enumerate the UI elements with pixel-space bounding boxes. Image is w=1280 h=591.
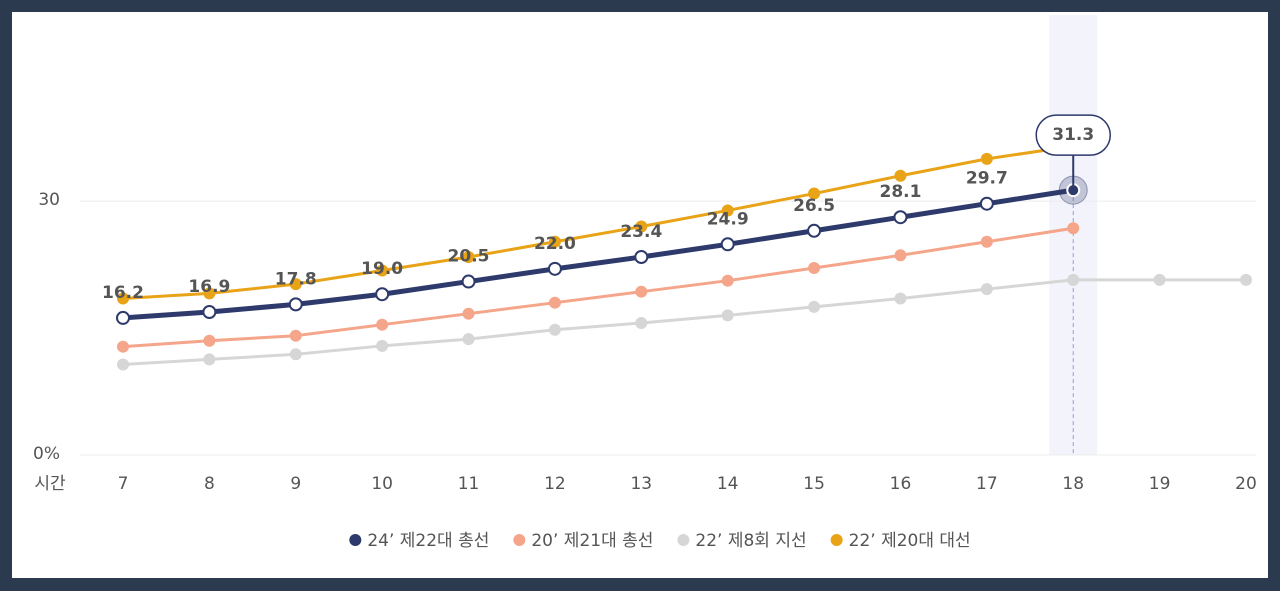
point (288, 297, 303, 312)
legend-label: 22’ 제8회 지선 (695, 531, 806, 551)
legend-item: 20’ 제21대 총선 (513, 531, 653, 551)
x-tick-label: 10 (371, 474, 393, 494)
data-label: 19.0 (361, 259, 403, 279)
point (203, 353, 216, 366)
series-line (122, 144, 1074, 300)
point (548, 323, 561, 336)
point (980, 283, 993, 296)
point (635, 317, 648, 329)
legend-item: 22’ 제8회 지선 (677, 531, 807, 551)
callout-label: 31.3 (1052, 125, 1094, 145)
x-tick-label: 15 (803, 474, 825, 494)
legend: 24’ 제22대 총선 20’ 제21대 총선 22’ 제8회 지선 22’ 제20대… (349, 531, 971, 551)
data-label: 17.8 (275, 269, 317, 289)
x-tick-label: 17 (976, 474, 998, 494)
legend-label: 20’ 제21대 총선 (531, 531, 653, 551)
x-tick-label: 11 (458, 474, 480, 494)
x-axis-label: 시간 (34, 474, 66, 494)
point (461, 274, 476, 289)
point (376, 318, 389, 331)
point (808, 187, 821, 200)
point (893, 210, 908, 225)
point (203, 334, 216, 347)
point (807, 223, 822, 238)
point (376, 339, 389, 352)
point (375, 287, 390, 302)
legend-label: 22’ 제20대 대선 (849, 531, 971, 551)
x-tick-label: 8 (204, 474, 215, 494)
legend-swatch (513, 534, 526, 546)
series-line (122, 278, 1246, 366)
data-label: 26.5 (793, 196, 835, 216)
point (289, 329, 302, 342)
x-tick-label: 20 (1235, 474, 1257, 494)
point (1153, 273, 1166, 286)
point (979, 196, 994, 211)
series-line (122, 226, 1074, 349)
point (720, 237, 735, 252)
x-tick-label: 16 (890, 474, 912, 494)
data-label: 28.1 (879, 182, 921, 202)
data-label: 20.5 (448, 247, 490, 267)
point (117, 292, 129, 305)
point (203, 287, 216, 300)
callout-box (1035, 114, 1111, 156)
point (980, 152, 993, 165)
legend-item: 22’ 제20대 대선 (830, 531, 971, 551)
point (548, 235, 561, 248)
point (548, 296, 561, 309)
point (462, 333, 475, 346)
point (289, 278, 302, 291)
data-label: 16.9 (188, 277, 230, 297)
point (635, 285, 648, 298)
point (462, 307, 475, 320)
point (894, 169, 907, 182)
point (117, 340, 129, 353)
point (462, 251, 475, 263)
series-line (122, 187, 1074, 321)
point (635, 220, 648, 233)
point (894, 249, 907, 262)
point (547, 261, 562, 276)
point (1240, 273, 1252, 286)
data-label: 29.7 (966, 169, 1008, 189)
point (894, 292, 907, 305)
legend-swatch (830, 534, 843, 546)
x-tick-label: 7 (118, 474, 129, 494)
x-tick-label: 9 (290, 474, 301, 494)
x-tick-label: 14 (717, 474, 739, 494)
point (721, 204, 734, 217)
data-label: 23.4 (620, 222, 662, 242)
point (808, 262, 821, 274)
x-tick-label: 13 (630, 474, 652, 494)
x-tick-label: 12 (544, 474, 566, 494)
data-label: 22.0 (534, 234, 576, 254)
legend-item: 24’ 제22대 총선 (349, 531, 489, 551)
y-tick-label: 30 (38, 190, 60, 210)
point (980, 235, 993, 248)
point (116, 310, 130, 325)
x-tick-label: 18 (1062, 474, 1084, 494)
point (289, 348, 302, 361)
point (1067, 222, 1080, 235)
point (721, 309, 734, 322)
point (117, 358, 129, 371)
point (376, 264, 389, 277)
data-label: 24.9 (707, 209, 749, 229)
legend-swatch (677, 534, 690, 546)
legend-swatch (349, 534, 362, 546)
point (1067, 273, 1080, 286)
y-tick-label: 0% (33, 444, 60, 464)
data-label: 16.2 (102, 283, 144, 303)
point (808, 300, 821, 313)
point (721, 274, 734, 287)
x-tick-label: 19 (1149, 474, 1171, 494)
point (202, 305, 217, 319)
legend-label: 24’ 제22대 총선 (367, 531, 489, 551)
point (634, 250, 649, 264)
